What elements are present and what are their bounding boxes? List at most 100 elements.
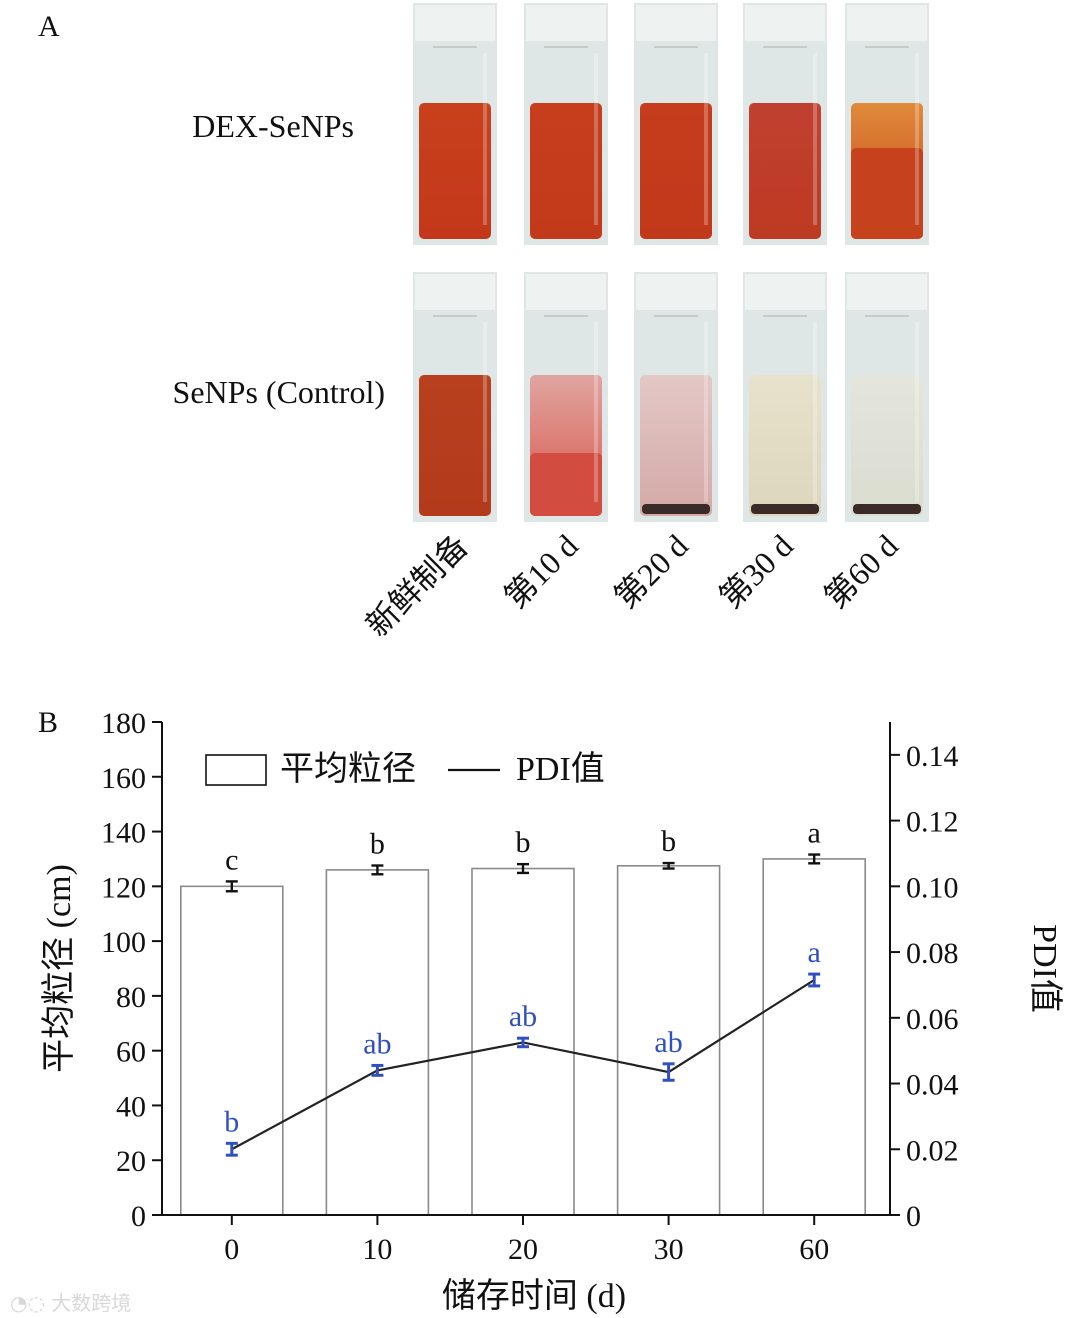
- y-tick-label-80: 80: [116, 981, 146, 1014]
- x-tick-label-60: 60: [799, 1233, 829, 1266]
- vial-cap: [415, 5, 495, 41]
- watermark-logo: ◔◌ 大数跨境: [10, 1287, 131, 1316]
- bar-error-60: [808, 853, 821, 865]
- y-tick-label-100: 100: [101, 926, 146, 959]
- pdi-letter-10: ab: [363, 1027, 391, 1060]
- x-tick-label-20: 20: [508, 1233, 538, 1266]
- x-tick-label-10: 10: [362, 1233, 392, 1266]
- vial-cap: [847, 5, 927, 41]
- vial-cap: [526, 5, 606, 41]
- pdi-letter-30: ab: [654, 1026, 682, 1059]
- column-label-1: 新鲜制备: [359, 527, 475, 643]
- y-axis-title: 平均粒径 (cm): [40, 864, 78, 1073]
- y2-tick-label-5: 0.10: [906, 871, 959, 904]
- vial-sediment: [751, 504, 819, 514]
- y-tick-label-180: 180: [101, 707, 146, 740]
- column-label-4: 第30 d: [712, 527, 800, 615]
- bar-60: [762, 858, 867, 1216]
- size-pdi-chart: Bc b b b ababababa02040608010012014016018000…: [38, 706, 1064, 1315]
- y2-axis-title: PDI值: [1026, 924, 1064, 1013]
- bar-10: [325, 869, 430, 1216]
- vial-photographs: 新鲜制备 第10 d 第20 d 第30 d 第60 d: [359, 3, 929, 643]
- vial-cap: [745, 274, 825, 310]
- watermark-text: 大数跨境: [51, 1291, 132, 1315]
- vial-liquid-lower: [851, 148, 923, 239]
- vial-2-4: [743, 272, 827, 522]
- vial-1-4: [743, 3, 827, 245]
- vial-cap: [526, 274, 606, 310]
- vial-highlight: [704, 322, 708, 502]
- panel-b-letter: B: [38, 706, 58, 739]
- vial-liquid: [640, 375, 712, 516]
- y2-tick-label-3: 0.06: [906, 1003, 959, 1036]
- vial-2-2: [524, 272, 608, 522]
- vial-liquid: [419, 103, 491, 239]
- bar-30: [616, 864, 721, 1216]
- vial-1-2: [524, 3, 608, 245]
- bar-error-0: [225, 880, 238, 893]
- row-label-dex-senps: DEX-SeNPs: [192, 108, 354, 144]
- bar-letter-60: a: [808, 817, 821, 850]
- vial-highlight: [915, 322, 919, 502]
- legend-bar-label: 平均粒径: [280, 750, 416, 788]
- vial-cap: [745, 5, 825, 41]
- column-label-2: 第10 d: [497, 527, 585, 615]
- pdi-letter-60: a: [808, 936, 821, 969]
- pdi-error-20: [517, 1036, 529, 1049]
- vial-sediment: [853, 504, 921, 514]
- watermark-icon: ◔◌: [10, 1291, 52, 1315]
- x-axis-title: 储存时间 (d): [442, 1277, 626, 1315]
- pdi-error-30: [662, 1062, 675, 1082]
- bar-error-20: [517, 862, 529, 875]
- bar-letter-10: b: [370, 828, 385, 861]
- y2-tick-label-7: 0.14: [906, 740, 959, 773]
- pdi-error-60: [808, 972, 821, 988]
- vial-2-3: [634, 272, 718, 522]
- vial-liquid: [749, 103, 821, 239]
- bar-letter-30: b: [661, 825, 676, 858]
- vial-sediment: [642, 504, 710, 514]
- column-label-3: 第20 d: [607, 527, 695, 615]
- vial-cap: [636, 5, 716, 41]
- legend-bar-swatch: [205, 754, 267, 786]
- bar-letter-20: b: [516, 826, 531, 859]
- vial-highlight: [483, 322, 487, 502]
- vial-cap: [847, 274, 927, 310]
- legend-line-label: PDI值: [516, 750, 605, 788]
- vial-liquid: [851, 375, 923, 516]
- vial-highlight: [704, 53, 708, 225]
- y-tick-label-60: 60: [116, 1036, 146, 1069]
- vial-cap: [415, 274, 495, 310]
- y2-tick-label-4: 0.08: [906, 937, 959, 970]
- vial-liquid: [530, 103, 602, 239]
- panel-a-letter: A: [38, 10, 60, 43]
- vial-1-1: [413, 3, 497, 245]
- bar-0: [180, 885, 284, 1216]
- vial-highlight: [813, 53, 817, 225]
- pdi-letter-20: ab: [509, 1000, 537, 1033]
- vial-cap: [636, 274, 716, 310]
- vial-1-5: [845, 3, 929, 245]
- vial-highlight: [483, 53, 487, 225]
- bar-error-10: [371, 864, 384, 876]
- row-label-senps-control: SeNPs (Control): [172, 374, 385, 410]
- y2-tick-label-0: 0: [906, 1200, 921, 1233]
- vial-1-3: [634, 3, 718, 245]
- y-tick-label-0: 0: [131, 1200, 146, 1233]
- vial-highlight: [813, 322, 817, 502]
- y-tick-label-40: 40: [116, 1090, 146, 1123]
- vial-2-1: [413, 272, 497, 522]
- vial-liquid-lower: [530, 453, 602, 516]
- x-tick-label-30: 30: [654, 1233, 684, 1266]
- y-tick-label-140: 140: [101, 817, 146, 850]
- column-label-5: 第60 d: [817, 527, 905, 615]
- pdi-error-10: [371, 1063, 384, 1077]
- bar-letter-0: c: [225, 843, 238, 876]
- y2-tick-label-2: 0.04: [906, 1069, 959, 1102]
- vial-liquid: [640, 103, 712, 239]
- vial-liquid: [749, 375, 821, 516]
- x-tick-label-0: 0: [224, 1233, 239, 1266]
- y2-tick-label-6: 0.12: [906, 806, 959, 839]
- vial-highlight: [594, 322, 598, 502]
- vial-highlight: [594, 53, 598, 225]
